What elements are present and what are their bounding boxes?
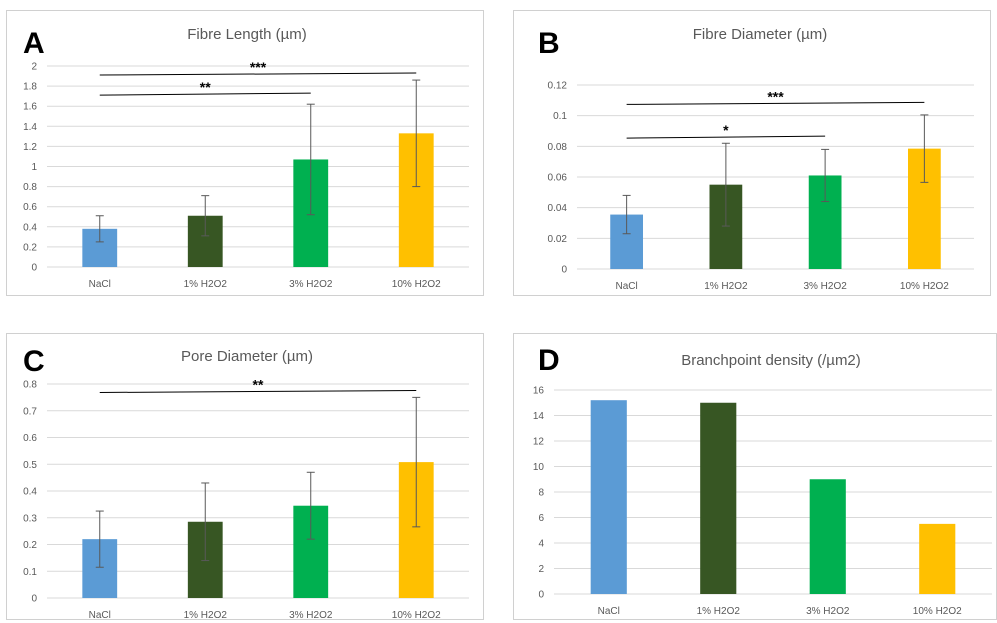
y-tick-label: 0.7	[23, 406, 37, 417]
significance-label: **	[200, 79, 211, 95]
bar	[809, 479, 846, 594]
y-tick-label: 1	[31, 162, 37, 173]
x-category-label: 10% H2O2	[900, 281, 949, 292]
y-tick-label: 0.2	[23, 242, 37, 253]
panel-letter: A	[23, 27, 45, 60]
y-tick-label: 0	[31, 594, 37, 605]
y-tick-label: 8	[538, 488, 544, 499]
bar	[590, 400, 627, 594]
x-category-label: 3% H2O2	[289, 610, 333, 619]
x-category-label: 3% H2O2	[803, 281, 847, 292]
significance-label: *	[723, 122, 729, 138]
y-tick-label: 2	[31, 62, 37, 73]
chart-svg: B Fibre Diameter (µm) 0 0.02 0.04 0.06 0.08 0.1…	[538, 26, 974, 292]
x-category-label: 1% H2O2	[697, 606, 741, 617]
y-tick-label: 12	[533, 437, 545, 448]
x-category-label: 10% H2O2	[392, 610, 441, 619]
y-tick-label: 1.2	[23, 142, 37, 153]
panel-letter: B	[538, 27, 560, 60]
chart-svg: A Fibre Length (µm) 0 0.2 0.4 0.6 0.8 1 1.2 1.4 1.…	[23, 26, 469, 290]
y-tick-label: 0.1	[23, 567, 37, 578]
y-tick-label: 6	[538, 513, 544, 524]
significance-label: ***	[250, 59, 267, 75]
y-tick-label: 0.2	[23, 540, 37, 551]
panel-letter: D	[538, 344, 560, 377]
x-category-label: NaCl	[89, 610, 111, 619]
x-category-label: NaCl	[616, 281, 638, 292]
chart-title: Fibre Diameter (µm)	[693, 26, 828, 43]
significance-line	[626, 101, 925, 105]
chart-panel-a: A Fibre Length (µm) 0 0.2 0.4 0.6 0.8 1 1.2 1.4 1.…	[6, 10, 484, 296]
y-tick-label: 1.4	[23, 122, 37, 133]
y-tick-label: 0.3	[23, 513, 37, 524]
y-tick-label: 0	[31, 263, 37, 274]
significance-label: **	[253, 376, 264, 392]
bar	[919, 523, 956, 594]
panel-letter: C	[23, 345, 45, 378]
y-tick-label: 0.06	[548, 173, 568, 184]
y-tick-label: 16	[533, 386, 545, 397]
x-category-label: 10% H2O2	[392, 279, 441, 290]
y-tick-label: 2	[538, 564, 544, 575]
chart-svg: C Pore Diameter (µm) 0 0.1 0.2 0.3 0.4 0.5 0.6 0.…	[23, 345, 469, 619]
significance-line	[99, 389, 417, 393]
x-category-label: NaCl	[89, 279, 111, 290]
y-tick-label: 0.5	[23, 460, 37, 471]
chart-title: Branchpoint density (/µm2)	[681, 352, 861, 369]
significance-line	[626, 135, 826, 139]
y-tick-label: 1.6	[23, 102, 37, 113]
y-tick-label: 0	[561, 265, 567, 276]
x-category-label: NaCl	[598, 606, 620, 617]
y-tick-label: 0.6	[23, 433, 37, 444]
chart-title: Pore Diameter (µm)	[181, 348, 313, 365]
x-category-label: 10% H2O2	[913, 606, 962, 617]
y-tick-label: 0.4	[23, 487, 37, 498]
y-tick-label: 0	[538, 590, 544, 601]
y-tick-label: 0.8	[23, 380, 37, 391]
y-tick-label: 10	[533, 462, 545, 473]
significance-line	[99, 92, 311, 96]
y-tick-label: 0.8	[23, 182, 37, 193]
chart-title: Fibre Length (µm)	[187, 26, 307, 43]
y-tick-label: 0.1	[553, 111, 567, 122]
y-tick-label: 0.6	[23, 202, 37, 213]
y-tick-label: 0.04	[548, 203, 568, 214]
y-tick-label: 4	[538, 539, 544, 550]
y-tick-label: 14	[533, 411, 545, 422]
significance-label: ***	[767, 88, 784, 104]
chart-panel-b: B Fibre Diameter (µm) 0 0.02 0.04 0.06 0.08 0.1…	[513, 10, 991, 296]
chart-panel-c: C Pore Diameter (µm) 0 0.1 0.2 0.3 0.4 0.5 0.6 0.…	[6, 333, 484, 620]
x-category-label: 3% H2O2	[806, 606, 850, 617]
x-category-label: 3% H2O2	[289, 279, 333, 290]
chart-panel-d: D Branchpoint density (/µm2) 0 2 4 6 8 10 12 14 16…	[513, 333, 997, 620]
significance-line	[99, 72, 417, 76]
x-category-label: 1% H2O2	[184, 279, 228, 290]
y-tick-label: 0.12	[548, 81, 568, 92]
bar	[700, 402, 737, 594]
x-category-label: 1% H2O2	[704, 281, 748, 292]
y-tick-label: 0.08	[548, 142, 568, 153]
y-tick-label: 1.8	[23, 82, 37, 93]
x-category-label: 1% H2O2	[184, 610, 228, 619]
chart-svg: D Branchpoint density (/µm2) 0 2 4 6 8 10 12 14 16…	[533, 344, 992, 617]
y-tick-label: 0.4	[23, 222, 37, 233]
y-tick-label: 0.02	[548, 234, 568, 245]
